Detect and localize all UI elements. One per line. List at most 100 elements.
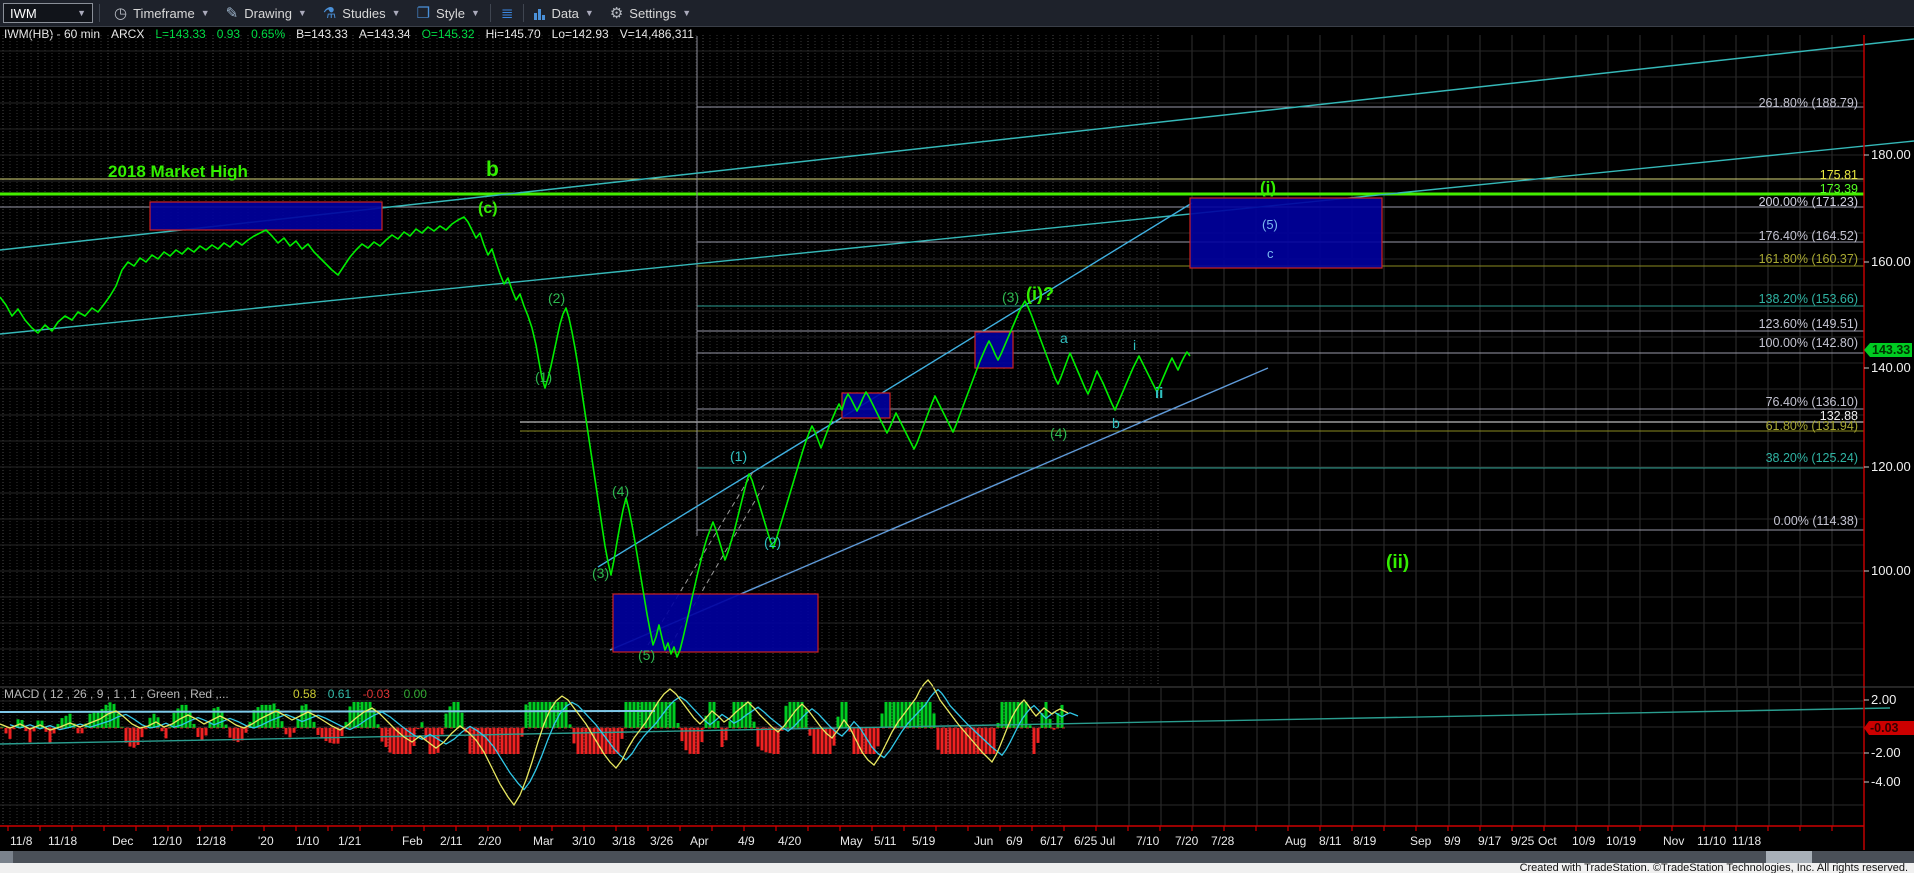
macd-header-segment: 0.58 (293, 687, 317, 701)
fib-label: 38.20% (125.24) (1766, 451, 1858, 465)
drawing-button[interactable]: ✎ Drawing ▼ (218, 1, 315, 25)
time-axis-label: 10/19 (1606, 834, 1636, 848)
macd-histogram-bar (532, 702, 536, 728)
macd-histogram-bar (220, 712, 224, 728)
settings-button[interactable]: ⚙ Settings ▼ (602, 1, 699, 25)
fib-label: 161.80% (160.37) (1759, 252, 1858, 266)
macd-histogram-bar (656, 702, 660, 728)
wave-label: (i) (1260, 178, 1276, 197)
macd-histogram-bar (1036, 728, 1040, 743)
macd-histogram-bar (500, 728, 504, 754)
macd-histogram-bar (228, 728, 232, 738)
macd-histogram-bar (52, 728, 56, 734)
quote-segment: Lo=142.93 (551, 27, 609, 41)
macd-header-segment: 0.00 (404, 687, 428, 701)
fib-label: 123.60% (149.51) (1759, 317, 1858, 331)
macd-axis-label: 2.00 (1871, 692, 1896, 707)
macd-histogram-bar (380, 728, 384, 742)
time-axis-label: 1/10 (296, 834, 320, 848)
scrollbar-thumb[interactable] (1766, 851, 1812, 863)
wave-label: (4) (1050, 425, 1067, 441)
macd-histogram-bar (592, 728, 596, 754)
macd-histogram-bar (924, 702, 928, 728)
dashed-trendline (647, 471, 754, 646)
horizontal-scrollbar[interactable] (0, 851, 1914, 863)
toolbar-item-label: Data (551, 5, 579, 21)
fib-label: 76.40% (136.10) (1766, 395, 1858, 409)
macd-histogram-bar (292, 728, 296, 733)
macd-histogram-bar (236, 728, 240, 743)
macd-trendline (0, 707, 1891, 745)
wave-label: a (1060, 330, 1068, 346)
layout-button[interactable]: ≣ (493, 1, 522, 25)
macd-histogram-bar (300, 705, 304, 728)
toolbar-divider (523, 4, 525, 22)
macd-histogram-bar (424, 728, 428, 741)
fib-label: 138.20% (153.66) (1759, 292, 1858, 306)
time-axis-label: 3/18 (612, 834, 636, 848)
style-icon: ❐ (416, 4, 431, 22)
macd-histogram-bar (736, 702, 740, 728)
scrollbar-left-button[interactable] (0, 851, 13, 863)
macd-histogram-bar (560, 702, 564, 728)
macd-histogram-bar (916, 702, 920, 728)
macd-histogram-bar (348, 706, 352, 728)
macd-histogram-bar (756, 728, 760, 747)
macd-histogram-bar (428, 728, 432, 754)
macd-histogram-bar (624, 702, 628, 728)
macd-histogram-bar (492, 728, 496, 754)
macd-histogram-bar (640, 702, 644, 728)
macd-histogram-bar (944, 728, 948, 754)
macd-histogram-bar (568, 724, 572, 728)
studies-button[interactable]: ⚗ Studies ▼ (315, 1, 409, 25)
macd-histogram-bar (700, 728, 704, 743)
time-axis-label: Oct (1538, 834, 1557, 848)
macd-histogram-bar (324, 728, 328, 742)
time-axis-label: 6/25 (1074, 834, 1098, 848)
data-button[interactable]: Data ▼ (526, 1, 601, 25)
macd-histogram-bar (80, 728, 84, 734)
toolbar-divider (489, 4, 491, 22)
macd-badge-value: -0.03 (1870, 721, 1899, 735)
macd-histogram-bar (392, 728, 396, 754)
macd-histogram-bar (92, 712, 96, 728)
macd-line (0, 679, 1069, 807)
toolbar-item-label: Style (436, 5, 465, 21)
time-axis-label: 4/20 (778, 834, 802, 848)
time-axis-label: 3/26 (650, 834, 674, 848)
time-axis-label: 12/18 (196, 834, 226, 848)
macd-histogram-bar (352, 702, 356, 728)
macd-histogram-bar (876, 728, 880, 747)
style-button[interactable]: ❐ Style ▼ (409, 1, 488, 25)
wave-label: (1) (730, 448, 747, 464)
macd-histogram-bar (316, 728, 320, 735)
wave-label: c (1267, 246, 1274, 261)
macd-histogram-bar (976, 728, 980, 754)
macd-histogram-bar (176, 708, 180, 728)
toolbar-item-label: Studies (342, 5, 386, 21)
macd-histogram-bar (32, 728, 36, 732)
macd-histogram-bar (772, 728, 776, 754)
macd-histogram-bar (284, 728, 288, 735)
macd-histogram-bar (908, 702, 912, 728)
macd-histogram-bar (948, 728, 952, 754)
time-axis-label: 11/18 (1732, 834, 1761, 848)
macd-histogram-bar (268, 704, 272, 728)
macd-histogram-bar (524, 704, 528, 728)
macd-header-segment: MACD ( 12 , 26 , 9 , 1 , 1 , Green , Red… (4, 687, 229, 701)
timeframe-button[interactable]: ◷ Timeframe ▼ (106, 1, 218, 25)
symbol-input[interactable]: IWM ▼ (3, 3, 93, 23)
quote-segment: V=14,486,311 (619, 27, 694, 41)
macd-histogram-bar (368, 702, 372, 728)
macd-histogram-bar (1052, 728, 1056, 730)
macd-histogram-bar (160, 728, 164, 732)
macd-histogram-bar (992, 728, 996, 754)
elliott-wave-box (149, 201, 383, 231)
symbol-value: IWM (10, 5, 37, 21)
wave-label: (3) (592, 565, 609, 581)
macd-histogram-bar (24, 728, 28, 732)
macd-histogram-bar (572, 728, 576, 744)
macd-histogram-bar (988, 728, 992, 754)
wave-label: (3) (1002, 289, 1019, 305)
